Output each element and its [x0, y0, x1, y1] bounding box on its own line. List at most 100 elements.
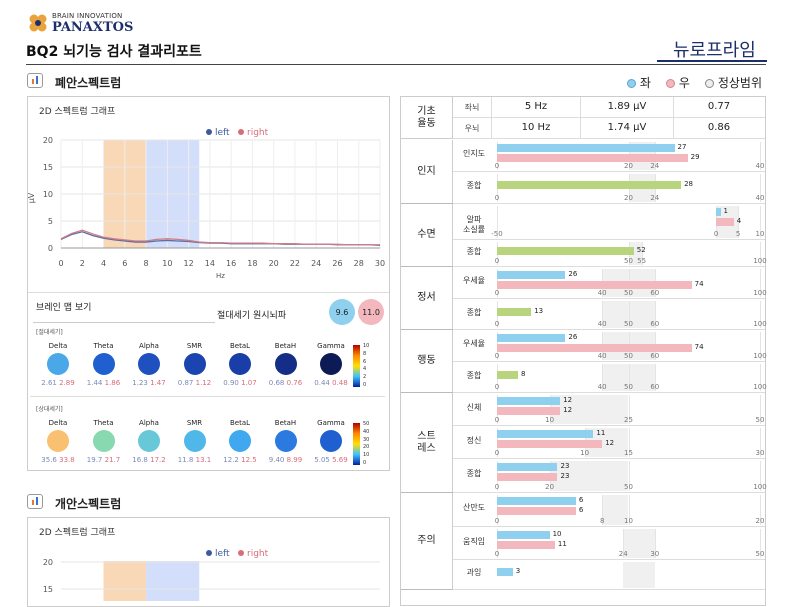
- bar-tick: 60: [650, 289, 660, 297]
- bar-right: [497, 541, 555, 549]
- bar-tick: 0: [494, 517, 500, 525]
- cell-divider: [491, 97, 492, 118]
- brain-head-rel-smr: [183, 430, 206, 452]
- legend-normal-label: 정상범위: [717, 76, 762, 90]
- y-tick-label: 15: [43, 585, 53, 594]
- rel-value-pair: 35.6 33.8: [36, 456, 80, 464]
- y-tick-label: 0: [48, 244, 53, 253]
- bar-total: [497, 307, 532, 316]
- brain-head-rel-betah: [274, 430, 297, 452]
- index-name: 알파 소실률: [462, 215, 486, 234]
- x-tick-label: 8: [144, 259, 149, 268]
- bar-grid: [760, 269, 761, 297]
- rel-value-pair: 9.40 8.99: [264, 456, 308, 464]
- bar-left-label: 11: [596, 429, 606, 437]
- cell-divider: [673, 97, 674, 118]
- bar-tick: 24: [650, 162, 660, 170]
- y-axis-label: μV: [28, 192, 36, 203]
- rel-right-value: 21.7: [104, 456, 121, 464]
- bar-grid: [760, 332, 761, 360]
- rel-group-label: [상대세기]: [36, 406, 63, 413]
- x-axis-label: Hz: [216, 272, 225, 280]
- legend-left-dot-icon: [206, 550, 212, 556]
- bar-left: [497, 334, 566, 342]
- bar-right-label: 12: [605, 439, 615, 447]
- index-name: 우세율: [462, 276, 486, 285]
- y-tick-label: 20: [43, 558, 53, 567]
- section-title-open: 개안스펙트럼: [55, 497, 122, 511]
- bar-grid: [760, 529, 761, 558]
- x-tick-label: 0: [58, 259, 63, 268]
- bar-left: [497, 497, 576, 505]
- bar-grid: [602, 364, 604, 391]
- index-row: [453, 330, 765, 362]
- basic-uv: 1.89 μV: [607, 101, 647, 112]
- bar-grid: [628, 395, 630, 424]
- abs-right-value: 0.76: [286, 379, 303, 387]
- category-4: 스트 레스: [401, 393, 453, 493]
- theta-band-highlight: [103, 561, 147, 601]
- rel-scale-tick: 20: [363, 444, 370, 451]
- index-row: [453, 172, 765, 204]
- bar-total-label: 13: [534, 306, 544, 315]
- rel-right-value: 13.1: [195, 456, 212, 464]
- category-2: 정서: [401, 267, 453, 330]
- bar-left-label: 26: [568, 270, 578, 278]
- bar-right-label: 11: [557, 540, 567, 548]
- rel-scale-tick: 0: [363, 460, 367, 466]
- legend-left-text: left: [215, 128, 230, 138]
- bar-tick: 0: [494, 289, 500, 297]
- rel-right-value: 12.5: [241, 456, 257, 464]
- bar-tick: 25: [624, 416, 633, 424]
- bar-left-label: 26: [568, 333, 578, 341]
- abs-value-pair: 2.61 2.89: [36, 379, 80, 387]
- abs-scale-tick: 10: [363, 343, 370, 349]
- abs-value-pair: 0.87 1.12: [173, 379, 217, 387]
- rel-scale-tick: 30: [363, 436, 370, 443]
- bar-tick: 0: [494, 257, 500, 265]
- bar-left-label: 10: [552, 530, 562, 538]
- bar-tick: 0: [713, 230, 719, 238]
- abs-right-value: 1.12: [195, 379, 212, 387]
- legend-right-text: right: [247, 128, 269, 138]
- bar-tick: 30: [650, 550, 660, 558]
- rel-right-value: 5.69: [332, 456, 348, 464]
- bar-tick: 20: [545, 483, 555, 491]
- spectrum-graph-2: 20 15 left right: [43, 549, 380, 601]
- band-label-rel: Alpha: [139, 419, 159, 427]
- band-label-abs: BetaH: [274, 342, 297, 350]
- index-row: [453, 493, 765, 527]
- rel-value-pair: 11.8 13.1: [173, 456, 217, 464]
- bar-right-label: 12: [563, 406, 573, 414]
- bar-tick: 60: [650, 352, 660, 360]
- bar-right: [497, 440, 603, 448]
- basic-ratio: 0.86: [707, 122, 731, 133]
- bar-tick: 0: [494, 483, 500, 491]
- bar-tick: 40: [597, 383, 607, 391]
- bar-total-label: 52: [636, 245, 646, 254]
- brand-name: PANAXTOS: [52, 20, 134, 35]
- normal-dot-icon: [705, 79, 714, 88]
- rel-value-pair: 12.2 12.5: [218, 456, 262, 464]
- x-tick-label: 14: [205, 259, 215, 268]
- legend-right-dot-icon: [238, 129, 244, 135]
- bar-grid: [602, 301, 604, 328]
- rel-scale-tick: 10: [363, 452, 370, 459]
- bar-total: [497, 246, 634, 255]
- bar-left-label: 23: [560, 462, 570, 470]
- bar-total: [497, 370, 519, 379]
- bar-tick: 50: [624, 257, 633, 265]
- bar-tick: 5: [735, 230, 741, 238]
- x-tick-label: 2: [80, 259, 85, 268]
- band-label-abs: Gamma: [317, 342, 345, 350]
- abs-left-value: 1.44: [86, 379, 105, 387]
- normal-range: [602, 301, 655, 328]
- legend-left-label: 좌: [639, 76, 651, 90]
- index-row: [453, 527, 765, 560]
- band-label-abs: Delta: [48, 342, 68, 350]
- bar-grid: [628, 301, 630, 328]
- band-label-abs: Alpha: [139, 342, 159, 350]
- brain-head-rel-betal: [229, 430, 251, 452]
- index-name: 종합: [466, 246, 482, 256]
